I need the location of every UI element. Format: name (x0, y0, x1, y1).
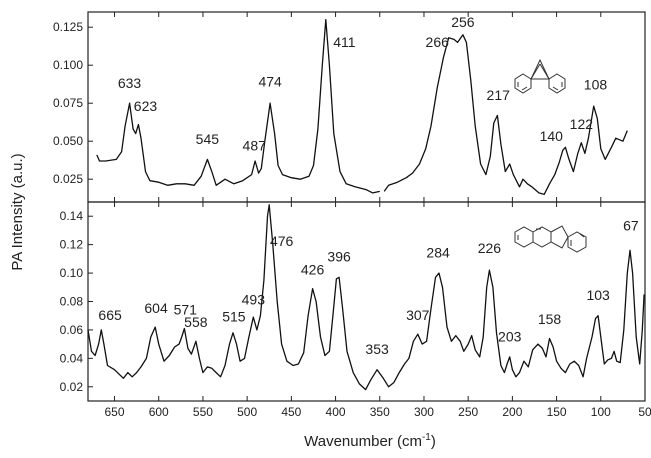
top-peak-label: 256 (451, 14, 475, 30)
bottom-peak-label: 158 (538, 311, 562, 327)
x-tick-label: 600 (149, 405, 169, 419)
top-frame (87, 11, 646, 203)
y-axis-label: PA Intensity (a.u.) (9, 153, 26, 270)
top-y-tick-label: 0.050 (53, 134, 83, 148)
x-tick-label: 50 (638, 405, 651, 419)
top-peak-label: 140 (540, 128, 564, 144)
bottom-peak-label: 571 (174, 301, 198, 317)
x-tick-label: 350 (370, 405, 390, 419)
bottom-y-tick-label: 0.04 (60, 351, 84, 365)
x-tick-label: 200 (502, 405, 522, 419)
bottom-spectrum-line (87, 204, 645, 391)
top-y-tick-label: 0.125 (53, 20, 83, 34)
bottom-peak-label: 307 (406, 307, 430, 323)
bottom-peak-label: 426 (301, 261, 325, 277)
top-y-tick-label: 0.025 (53, 172, 83, 186)
bottom-peak-label: 604 (144, 300, 168, 316)
bottom-y-tick-label: 0.14 (60, 209, 84, 223)
benzofluorene-icon (514, 225, 587, 253)
bottom-y-tick-label: 0.10 (60, 266, 84, 280)
bottom-y-tick-label: 0.12 (60, 238, 84, 252)
x-tick-label: 500 (237, 405, 257, 419)
bottom-y-tick-label: 0.06 (60, 323, 84, 337)
x-axis: 650 600 550 500 450 400 350 300 250 200 150 100 50 (105, 405, 651, 419)
x-axis-label-superscript: -1 (422, 432, 431, 443)
top-peak-label: 623 (134, 98, 158, 114)
fluorene-icon (514, 58, 566, 94)
top-y-tick-label: 0.075 (53, 96, 83, 110)
bottom-peak-label: 226 (478, 240, 502, 256)
x-tick-label: 400 (326, 405, 346, 419)
x-tick-label: 150 (547, 405, 567, 419)
x-tick-label: 450 (281, 405, 301, 419)
x-axis-label: Wavenumber (cm-1) (304, 432, 436, 450)
x-axis-label-close: ) (431, 433, 436, 450)
bottom-peak-label: 493 (242, 291, 266, 307)
top-peak-label: 217 (487, 87, 511, 103)
bottom-y-tick-label: 0.08 (60, 295, 84, 309)
top-peak-label: 633 (118, 75, 142, 91)
top-peak-label: 411 (333, 34, 356, 50)
bottom-peak-label: 67 (623, 217, 639, 233)
top-peak-label: 487 (243, 137, 267, 153)
top-peak-label: 122 (570, 116, 594, 132)
top-y-tick-label: 0.100 (53, 58, 83, 72)
panel-bottom: 0.02 0.04 0.06 0.08 0.10 0.12 0.14 665 604 571558… (60, 201, 646, 402)
x-tick-label: 650 (105, 405, 125, 419)
bottom-peak-label: 203 (498, 328, 522, 344)
x-tick-label: 100 (591, 405, 611, 419)
bottom-peak-label: 353 (365, 341, 389, 357)
x-axis-label-main: Wavenumber (cm (304, 433, 422, 450)
x-tick-label: 550 (193, 405, 213, 419)
bottom-peak-label: 103 (586, 287, 610, 303)
bottom-peak-label: 396 (327, 249, 351, 265)
panel-top: 0.025 0.050 0.075 0.100 0.125 633 623 545 487 474… (53, 11, 646, 203)
bottom-peak-label: 665 (98, 307, 122, 323)
x-tick-label: 250 (458, 405, 478, 419)
top-peak-label: 545 (196, 131, 220, 147)
top-spectrum-line (383, 34, 628, 196)
x-tick-label: 300 (414, 405, 434, 419)
bottom-peak-label: 558 (184, 314, 208, 330)
bottom-peak-label: 515 (222, 308, 246, 324)
top-peak-label: 108 (584, 77, 608, 93)
bottom-peak-label: 476 (270, 233, 294, 249)
bottom-peak-label: 284 (426, 244, 450, 260)
top-spectrum-line (96, 18, 380, 194)
top-peak-label: 474 (258, 73, 282, 89)
top-peak-label: 266 (426, 34, 450, 50)
bottom-frame (87, 201, 646, 402)
bottom-y-tick-label: 0.02 (60, 380, 84, 394)
